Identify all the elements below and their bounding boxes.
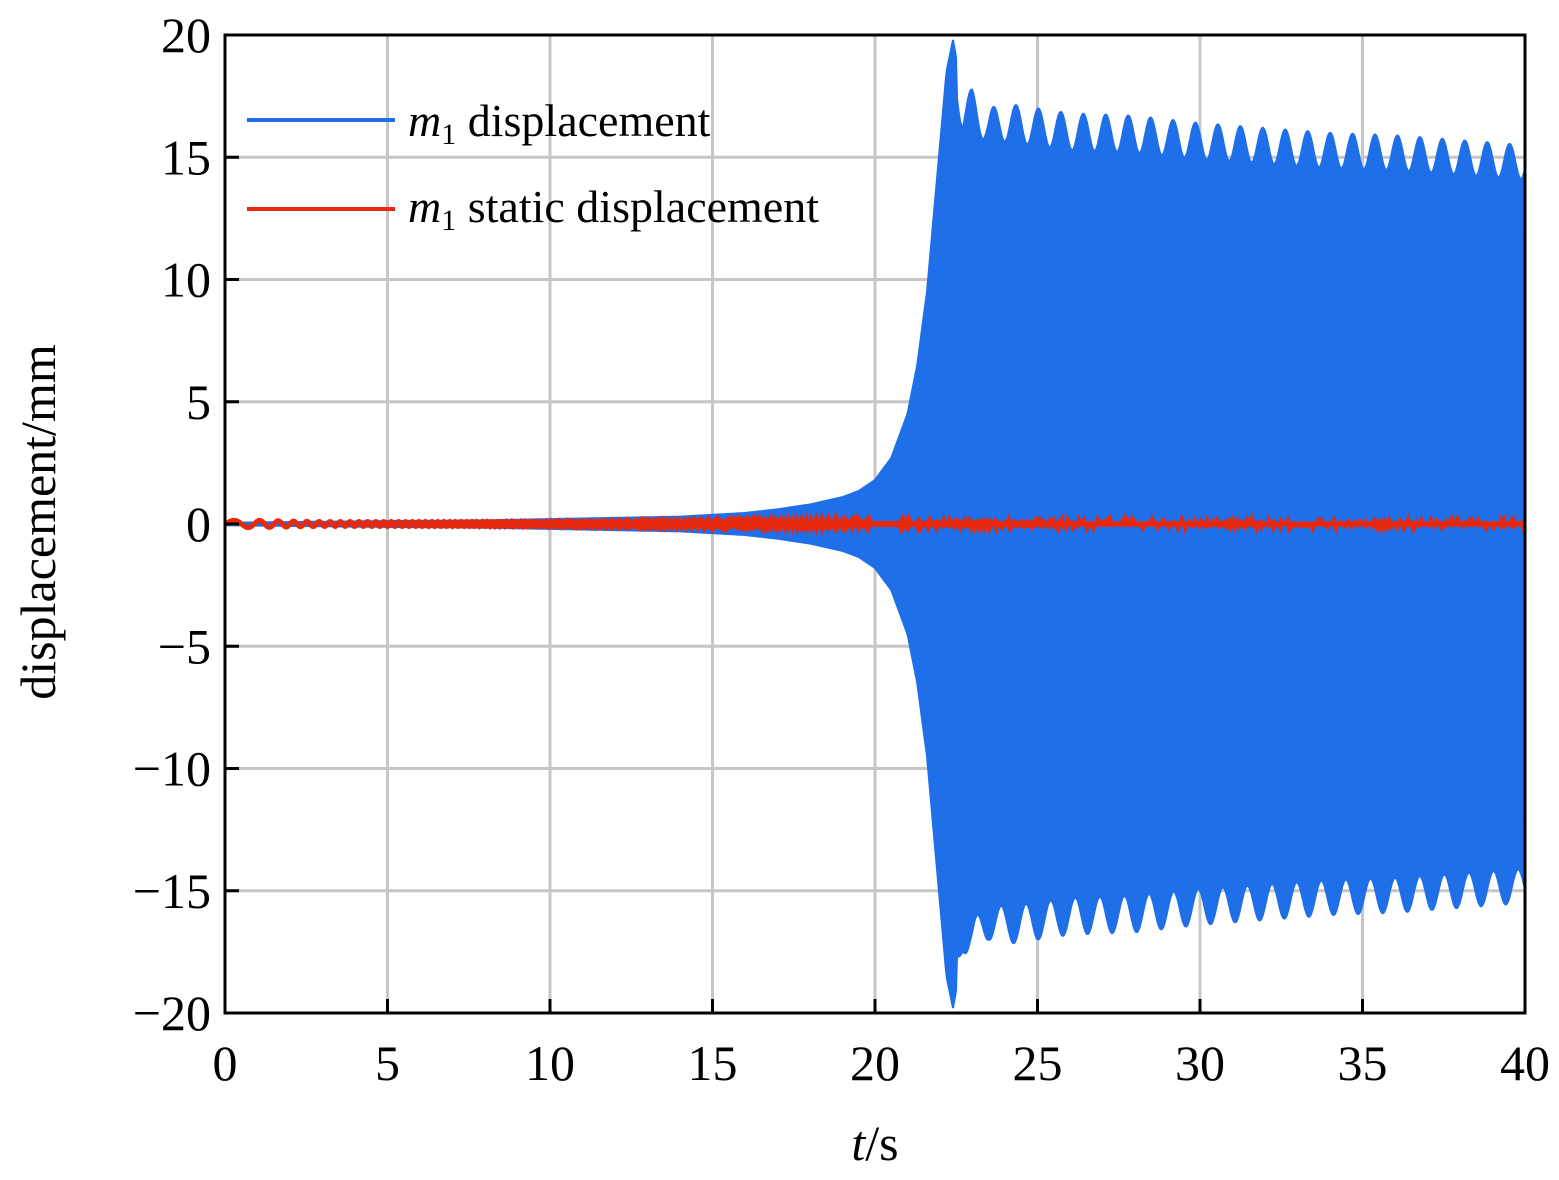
legend-entry-m1-static-displacement: m1 static displacement — [247, 181, 819, 237]
legend-entry-m1-displacement: m1 displacement — [247, 95, 711, 151]
y-tick-label: 20 — [161, 7, 211, 63]
y-axis-title: displacement/mm — [10, 344, 66, 700]
x-tick-label: 10 — [525, 1035, 575, 1091]
x-tick-label: 20 — [850, 1035, 900, 1091]
y-tick-label: 15 — [161, 129, 211, 185]
x-tick-label: 25 — [1013, 1035, 1063, 1091]
legend-label-m1-displacement: m1 displacement — [408, 95, 711, 151]
x-tick-label: 40 — [1500, 1035, 1550, 1091]
x-tick-label: 35 — [1338, 1035, 1388, 1091]
legend: m1 displacement m1 static displacement — [247, 95, 819, 237]
x-tick-label: 0 — [213, 1035, 238, 1091]
series-m1-static-displacement-line — [223, 511, 1527, 537]
axis-ticks — [223, 33, 1527, 1015]
y-tick-labels: 20 15 10 5 0 −5 −10 −15 −20 — [133, 7, 211, 1041]
y-tick-label: −10 — [133, 741, 211, 797]
x-tick-label: 5 — [375, 1035, 400, 1091]
legend-label-m1-static-displacement: m1 static displacement — [408, 181, 819, 237]
x-tick-label: 30 — [1175, 1035, 1225, 1091]
x-tick-labels: 0 5 10 15 20 25 30 35 40 — [213, 1035, 1551, 1091]
y-tick-label: −5 — [158, 618, 211, 674]
series-m1-displacement-oscillation — [954, 51, 1526, 997]
y-tick-label: 0 — [186, 496, 211, 552]
x-axis-title: t/s — [851, 1115, 898, 1171]
y-tick-label: −20 — [133, 985, 211, 1041]
x-tick-label: 15 — [688, 1035, 738, 1091]
y-tick-label: 5 — [186, 374, 211, 430]
y-tick-label: −15 — [133, 863, 211, 919]
y-tick-label: 10 — [161, 252, 211, 308]
